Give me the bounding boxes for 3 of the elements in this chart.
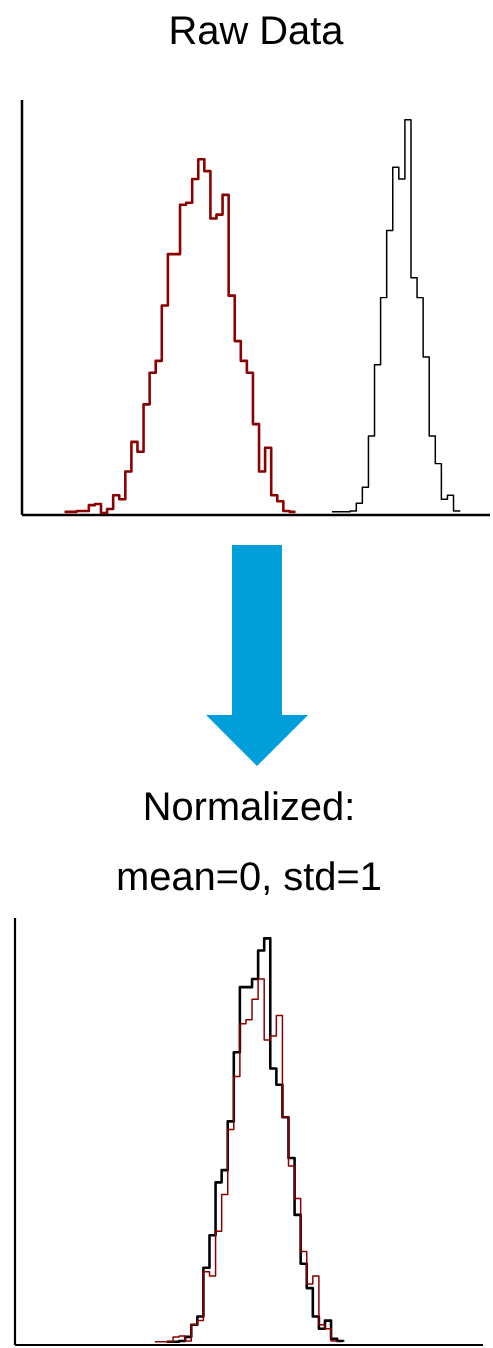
chart-title: Normalized: <box>145 791 352 821</box>
chart-subtitle: mean=0, std=1 <box>118 861 380 896</box>
chart-title: Raw Data <box>171 16 344 45</box>
